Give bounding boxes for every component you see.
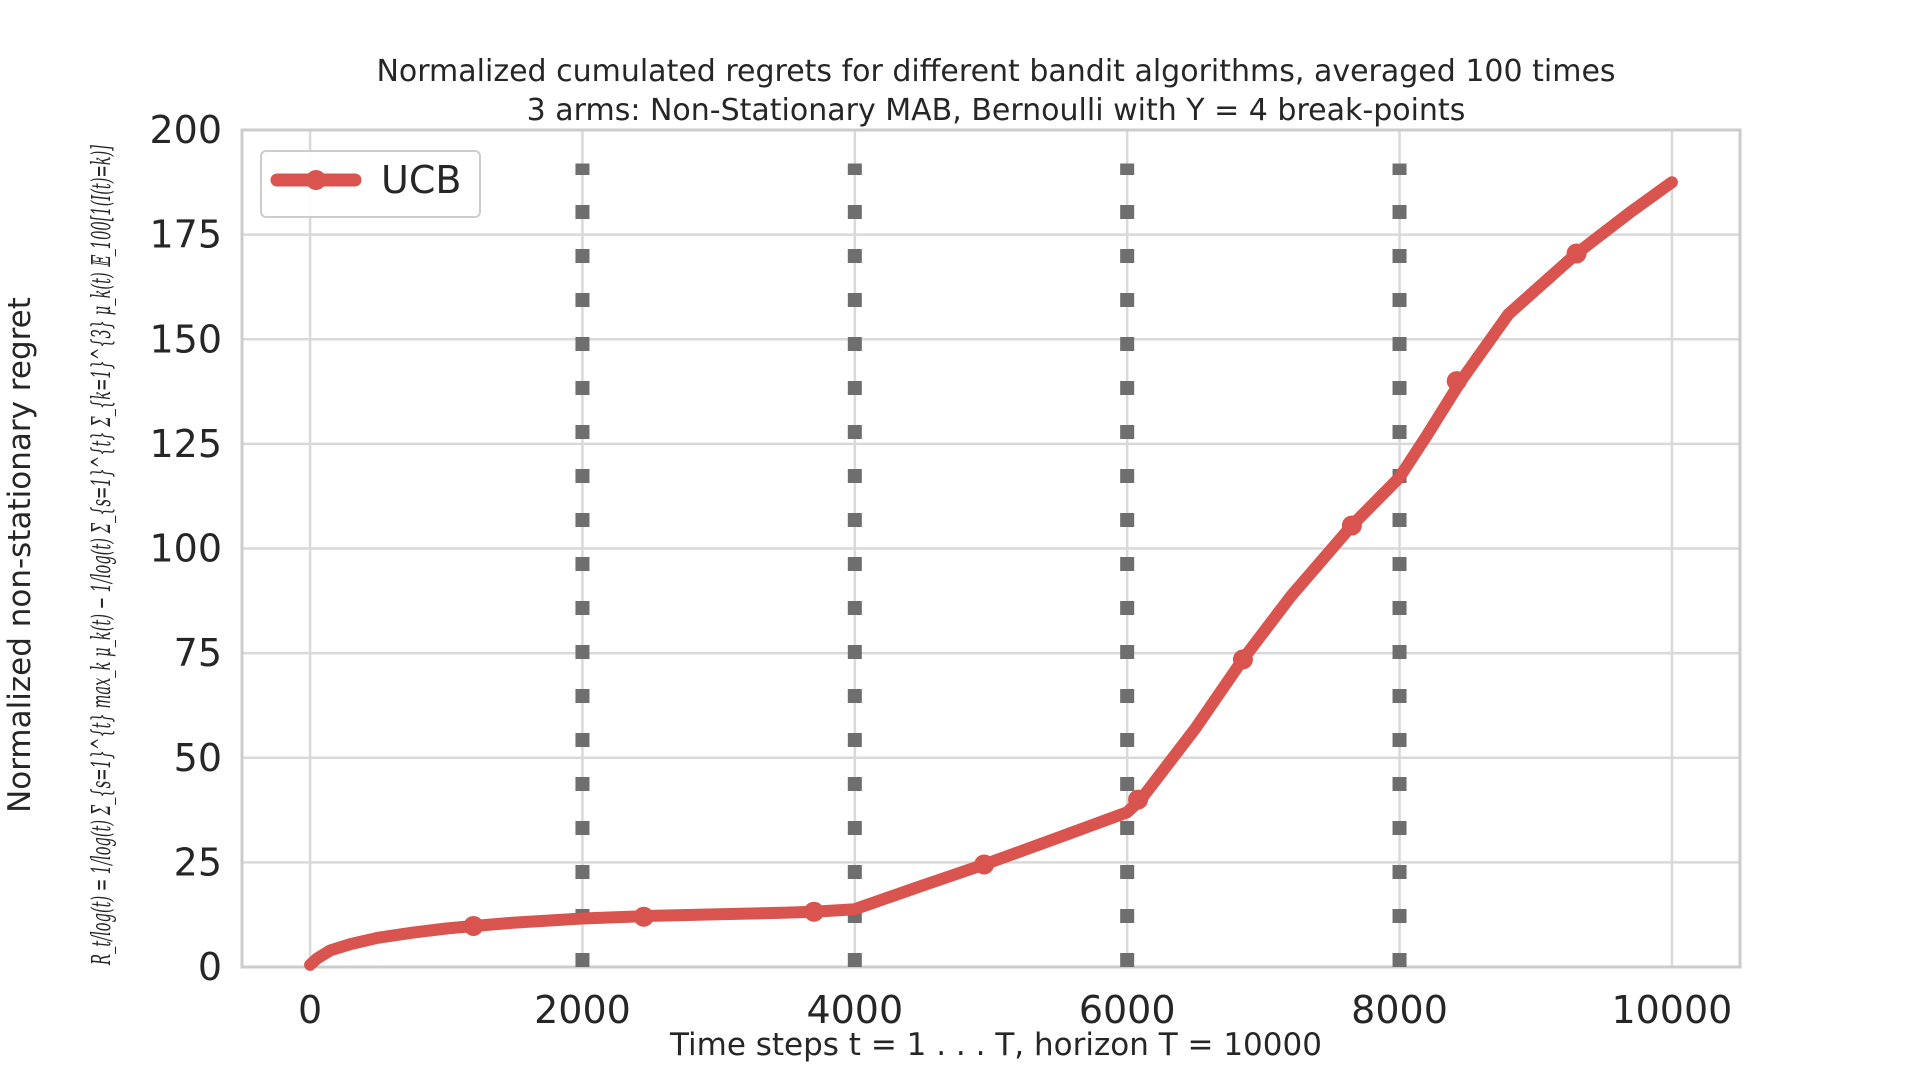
breakpoint-lines [575,163,1407,967]
y-tick-labels: 0 25 50 75 100 125 150 175 200 [149,108,222,989]
x-tick-label: 10000 [1611,988,1732,1032]
series-marker [1446,371,1467,392]
series-marker [974,854,995,875]
chart-subtitle: 3 arms: Non-Stationary MAB, Bernoulli wi… [527,93,1466,128]
y-tick-label: 75 [174,631,222,675]
series-group [304,176,1678,971]
y-tick-label: 100 [149,527,222,571]
grid [242,128,1740,969]
y-tick-label: 0 [198,945,222,989]
y-tick-label: 175 [149,213,222,257]
plot-frame [240,128,1742,969]
series-marker [1232,649,1253,670]
legend: UCB [260,150,481,218]
series-marker [633,906,654,927]
x-tick-label: 0 [298,988,322,1032]
legend-box [260,150,481,218]
y-tick-label: 25 [174,840,222,884]
series-line-ucb [304,176,1678,971]
y-tick-label: 200 [149,108,222,152]
series-marker [1341,515,1362,536]
x-tick-label: 4000 [806,988,903,1032]
chart-title: Normalized cumulated regrets for differe… [376,54,1615,89]
series-marker [1128,789,1149,810]
series-marker [1566,243,1587,264]
legend-marker-swatch [306,170,326,190]
legend-label: UCB [381,158,461,202]
series-marker [463,915,484,936]
x-tick-labels: 0 2000 4000 6000 8000 10000 [298,988,1732,1032]
series-marker [803,901,824,922]
y-axis-label: Normalized non-stationary regret [2,297,38,813]
y-axis-formula: R_t/log(t) = 1/log(t) Σ_{s=1}^{t} max_k … [87,145,117,966]
x-tick-label: 6000 [1079,988,1176,1032]
y-tick-label: 50 [174,736,222,780]
y-tick-label: 150 [149,317,222,361]
x-axis-label: Time steps t = 1 . . . T, horizon T = 10… [669,1027,1322,1063]
y-tick-label: 125 [149,422,222,466]
x-tick-label: 2000 [534,988,631,1032]
x-tick-label: 8000 [1351,988,1448,1032]
